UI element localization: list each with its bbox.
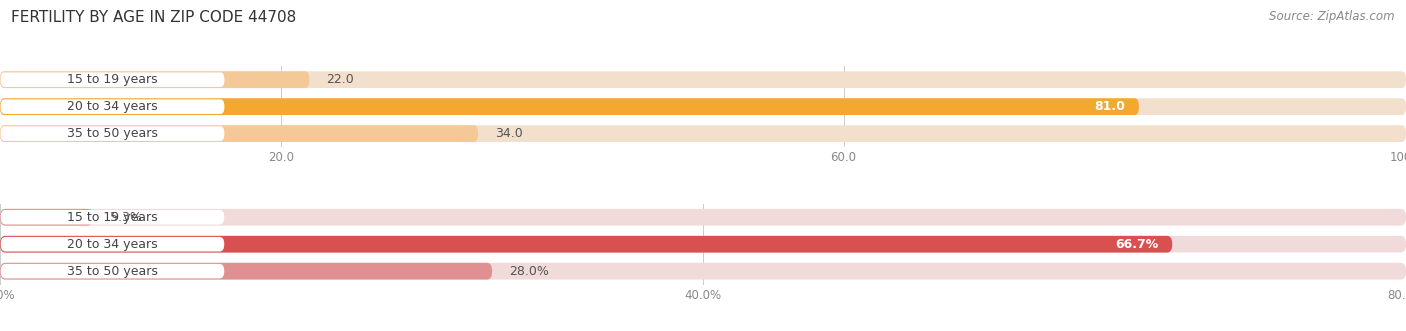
Text: FERTILITY BY AGE IN ZIP CODE 44708: FERTILITY BY AGE IN ZIP CODE 44708 (11, 10, 297, 25)
Text: 66.7%: 66.7% (1115, 238, 1159, 251)
Text: 22.0: 22.0 (326, 73, 354, 86)
FancyBboxPatch shape (0, 263, 1406, 280)
Text: 35 to 50 years: 35 to 50 years (67, 127, 157, 140)
Text: 28.0%: 28.0% (509, 265, 548, 278)
Text: Source: ZipAtlas.com: Source: ZipAtlas.com (1270, 10, 1395, 23)
FancyBboxPatch shape (0, 237, 225, 252)
Text: 15 to 19 years: 15 to 19 years (67, 73, 157, 86)
FancyBboxPatch shape (0, 72, 225, 87)
FancyBboxPatch shape (0, 99, 225, 114)
FancyBboxPatch shape (0, 125, 1406, 142)
FancyBboxPatch shape (0, 126, 225, 141)
Text: 5.3%: 5.3% (110, 211, 142, 224)
FancyBboxPatch shape (0, 71, 1406, 88)
FancyBboxPatch shape (0, 236, 1406, 253)
Text: 81.0: 81.0 (1094, 100, 1125, 113)
FancyBboxPatch shape (0, 98, 1406, 115)
FancyBboxPatch shape (0, 71, 309, 88)
Text: 15 to 19 years: 15 to 19 years (67, 211, 157, 224)
FancyBboxPatch shape (0, 209, 1406, 226)
FancyBboxPatch shape (0, 125, 478, 142)
Text: 20 to 34 years: 20 to 34 years (67, 100, 157, 113)
FancyBboxPatch shape (0, 209, 93, 226)
Text: 34.0: 34.0 (495, 127, 523, 140)
Text: 35 to 50 years: 35 to 50 years (67, 265, 157, 278)
FancyBboxPatch shape (0, 264, 225, 278)
FancyBboxPatch shape (0, 98, 1139, 115)
FancyBboxPatch shape (0, 236, 1173, 253)
FancyBboxPatch shape (0, 210, 225, 224)
FancyBboxPatch shape (0, 263, 492, 280)
Text: 20 to 34 years: 20 to 34 years (67, 238, 157, 251)
